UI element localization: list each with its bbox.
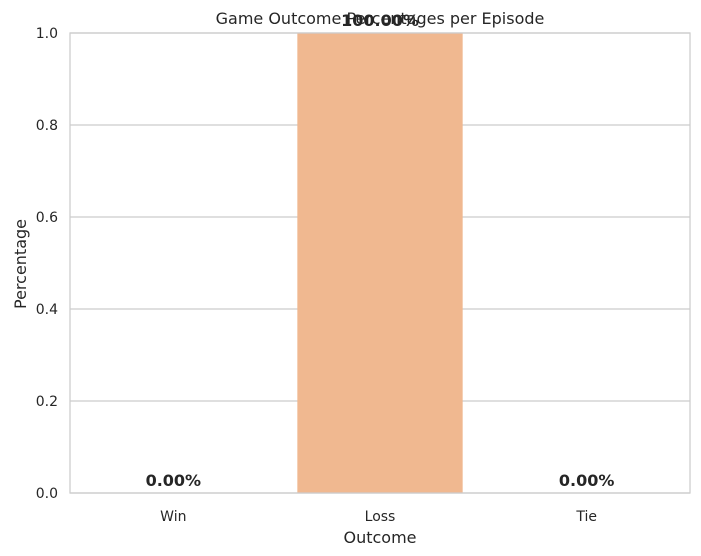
x-tick-labels: Win Loss Tie	[160, 509, 597, 525]
x-axis-label: Outcome	[343, 528, 416, 547]
y-tick-label: 0.6	[36, 210, 58, 226]
x-tick-label: Win	[160, 509, 186, 525]
data-label-loss: 100.00%	[341, 11, 419, 30]
y-tick-labels: 0.0 0.2 0.4 0.6 0.8 1.0	[36, 26, 58, 502]
y-tick-label: 1.0	[36, 26, 58, 42]
y-axis-label: Percentage	[11, 219, 30, 309]
y-tick-label: 0.0	[36, 486, 58, 502]
x-tick-label: Loss	[365, 509, 396, 525]
data-labels: 0.00% 100.00% 0.00%	[146, 11, 615, 490]
plot-frame	[69, 32, 691, 494]
data-label-tie: 0.00%	[559, 471, 615, 490]
bars	[297, 33, 463, 493]
chart-title: Game Outcome Percentages per Episode	[216, 9, 545, 28]
x-tick-label: Tie	[575, 509, 597, 525]
y-tick-label: 0.2	[36, 394, 58, 410]
bar-loss	[297, 33, 463, 493]
y-tick-label: 0.4	[36, 302, 58, 318]
data-label-win: 0.00%	[146, 471, 202, 490]
y-tick-label: 0.8	[36, 118, 58, 134]
